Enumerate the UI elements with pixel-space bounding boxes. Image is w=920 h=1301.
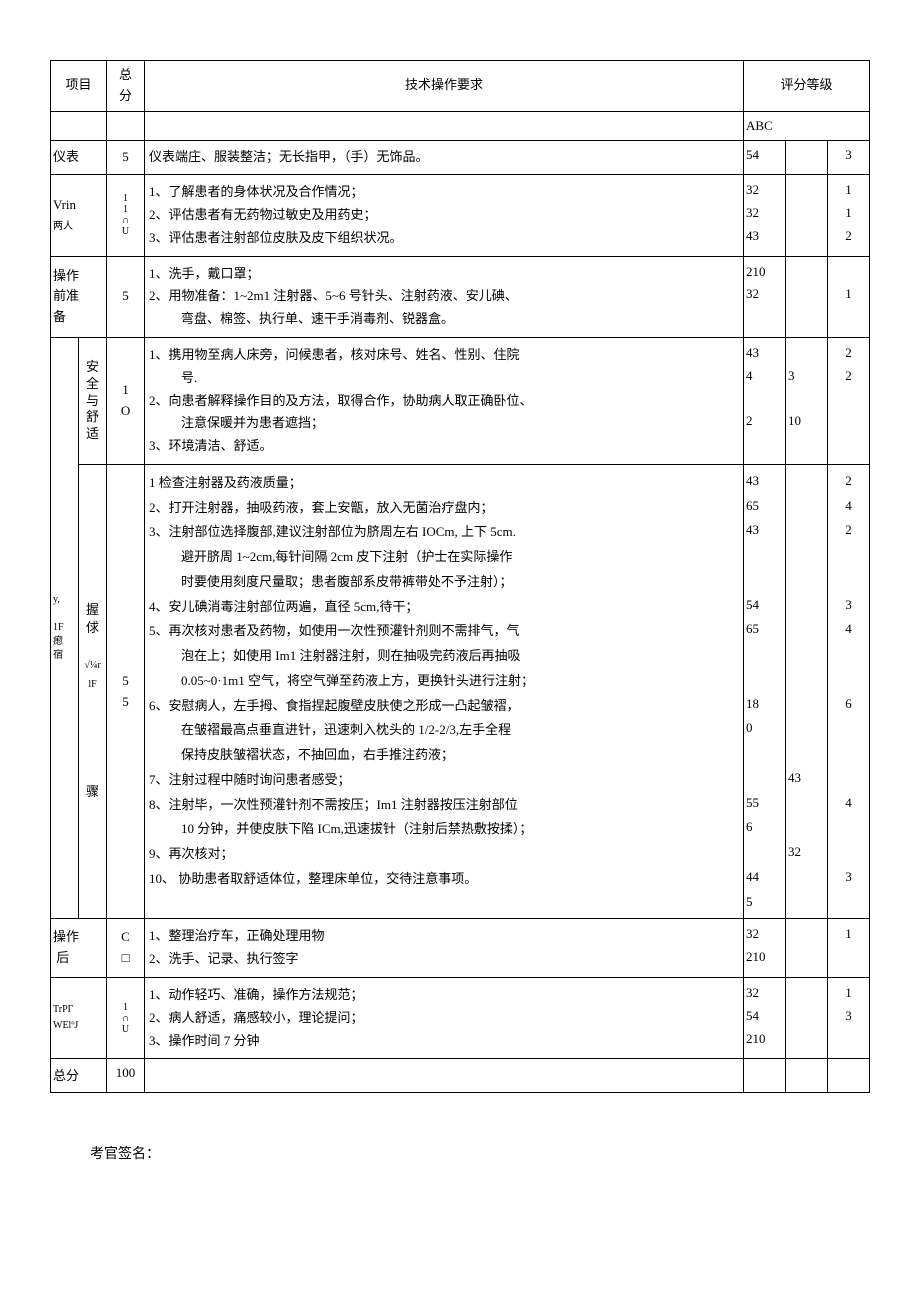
after-row: 操作 后 C □ 1、整理治疗车，正确处理用物 2、洗手、记录、执行签字 32 …	[51, 919, 870, 978]
total-row: 总分 100	[51, 1059, 870, 1093]
steps-req: 1 检查注射器及药液质量； 2、打开注射器，抽吸药液，套上安甑，放入无菌治疗盘内…	[145, 464, 744, 919]
safety-g1: 43 4 2	[743, 337, 785, 464]
steps-score: 5 5	[107, 464, 145, 919]
prep-req: 1、洗手，戴口罩； 2、用物准备：1~2m1 注射器、5~6 号针头、注射药液、…	[145, 256, 744, 337]
header-requirement: 技术操作要求	[145, 61, 744, 112]
appearance-row: 仪表 5 仪表端庄、服装整洁；无长指甲，（手）无饰品。 54 3	[51, 141, 870, 175]
abc-label: ABC	[743, 111, 869, 141]
total-label: 总分	[51, 1059, 107, 1093]
examiner-signature: 考官签名：	[90, 1143, 870, 1163]
vrin-g1: 32 32 43	[743, 175, 785, 256]
steps-col: 握 俅 √¼r lF 骤	[79, 464, 107, 919]
safety-col: 安 全 与 舒 适	[79, 337, 107, 464]
appearance-g3: 3	[827, 141, 869, 175]
vrin-row: Vrin 两人 1 1 ∩ U 1、了解患者的身体状况及合作情况； 2、评估患者…	[51, 175, 870, 256]
safety-g3: 2 2	[827, 337, 869, 464]
appearance-label: 仪表	[51, 141, 107, 175]
header-project: 项目	[51, 61, 107, 112]
prep-row: 操作 前准 备 5 1、洗手，戴口罩； 2、用物准备：1~2m1 注射器、5~6…	[51, 256, 870, 337]
steps-row: 握 俅 √¼r lF 骤 5 5 1 检查注射器及药液质量； 2、打开注射器，抽…	[51, 464, 870, 919]
safety-row: y, 1F 瘛 宿 安 全 与 舒 适 1 O 1、携用物至病人床旁，问候患者，…	[51, 337, 870, 464]
vrin-label: Vrin 两人	[51, 175, 107, 256]
after-score: C □	[107, 919, 145, 978]
trp-g3: 1 3	[827, 978, 869, 1059]
prep-score: 5	[107, 256, 145, 337]
vrin-score: 1 1 ∩ U	[107, 175, 145, 256]
abc-row: ABC	[51, 111, 870, 141]
prep-g1: 210 32	[743, 256, 785, 337]
after-g1: 32 210	[743, 919, 785, 978]
vrin-g3: 1 1 2	[827, 175, 869, 256]
total-score: 100	[107, 1059, 145, 1093]
vrin-req: 1、了解患者的身体状况及合作情况； 2、评估患者有无药物过敏史及用药史； 3、评…	[145, 175, 744, 256]
header-row: 项目 总 分 技术操作要求 评分等级	[51, 61, 870, 112]
trp-label: TrPΓ WElºJ	[51, 978, 107, 1059]
appearance-score: 5	[107, 141, 145, 175]
header-grade: 评分等级	[743, 61, 869, 112]
after-g3: 1	[827, 919, 869, 978]
appearance-g1: 54	[743, 141, 785, 175]
steps-g3: 2 4 2 3 4 6 4 3	[827, 464, 869, 919]
steps-g2: 43 32	[785, 464, 827, 919]
safety-side: y, 1F 瘛 宿	[51, 337, 79, 918]
steps-g1: 43 65 43 54 65 18 0 55 6 44 5	[743, 464, 785, 919]
trp-g1: 32 54 210	[743, 978, 785, 1059]
safety-req: 1、携用物至病人床旁，问候患者，核对床号、姓名、性别、住院 号. 2、向患者解释…	[145, 337, 744, 464]
after-label: 操作 后	[51, 919, 107, 978]
trp-req: 1、动作轻巧、准确，操作方法规范； 2、病人舒适，痛感较小，理论提问； 3、操作…	[145, 978, 744, 1059]
safety-g2: 3 10	[785, 337, 827, 464]
prep-label: 操作 前准 备	[51, 256, 107, 337]
trp-row: TrPΓ WElºJ 1 ∩ U 1、动作轻巧、准确，操作方法规范； 2、病人舒…	[51, 978, 870, 1059]
prep-g3: 1	[827, 256, 869, 337]
trp-score: 1 ∩ U	[107, 978, 145, 1059]
appearance-req: 仪表端庄、服装整洁；无长指甲，（手）无饰品。	[145, 141, 744, 175]
evaluation-table: 项目 总 分 技术操作要求 评分等级 ABC 仪表 5 仪表端庄、服装整洁；无长…	[50, 60, 870, 1093]
safety-score: 1 O	[107, 337, 145, 464]
header-total-score: 总 分	[107, 61, 145, 112]
after-req: 1、整理治疗车，正确处理用物 2、洗手、记录、执行签字	[145, 919, 744, 978]
